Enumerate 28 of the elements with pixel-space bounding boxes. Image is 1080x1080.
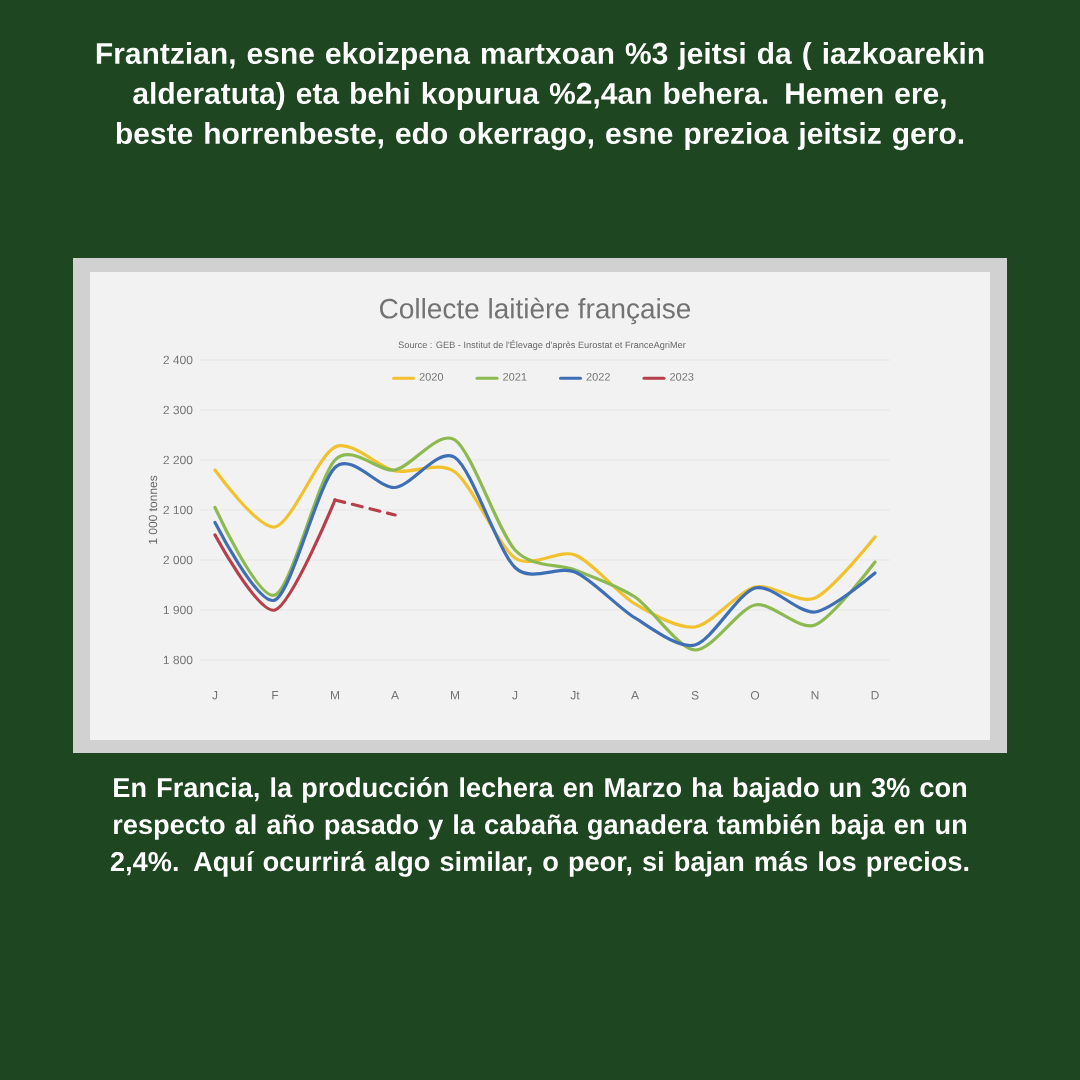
y-tick-label: 1 800 (163, 655, 193, 665)
y-tick-label: 2 000 (163, 555, 193, 565)
x-tick-label: M (330, 691, 340, 700)
y-tick-label: 2 100 (163, 505, 193, 515)
x-tick-label: Jt (570, 691, 580, 700)
y-axis-title: 1 000 tonnes (148, 475, 158, 544)
x-tick-label: J (512, 691, 518, 700)
source-note: Source : GEB - Institut de l'Élevage d'après Eurostat et FranceAgriMer (398, 340, 686, 350)
x-tick-label: N (811, 691, 819, 700)
x-tick-label: M (450, 691, 460, 700)
x-tick-label: J (212, 691, 218, 700)
x-tick-label: A (631, 691, 640, 700)
legend-label: 2021 (503, 372, 527, 381)
y-tick-label: 2 200 (163, 455, 193, 465)
x-tick-label: F (272, 691, 279, 700)
legend-label: 2022 (586, 372, 610, 381)
y-tick-label: 2 300 (163, 405, 193, 415)
legend-label: 2020 (419, 372, 444, 381)
chart-title: Frantzian, esne ekoizpena martxoan %3 jeitsi da ( iazkoarekin alderatuta) eta behi kopurua %2,4an behera. Hemen ere, beste horrenbeste, edo okerrago, esne prezioa jeitsiz gero. (96, 42, 984, 151)
x-tick-label: D (871, 691, 879, 700)
y-tick-label: 2 400 (163, 355, 193, 365)
y-tick-label: 1 900 (163, 605, 193, 615)
text: En Francia, la producción lechera en Marzo ha bajado un 3% con respecto al año pasado y la cabaña ganadera también baja en un 2,4%. Aquí ocurrirá algo similar, o peor, si bajan más los precios. (110, 777, 969, 877)
x-tick-label: S (691, 691, 699, 700)
x-tick-label: O (750, 691, 760, 700)
x-tick-label: A (391, 691, 399, 700)
legend-label: 2023 (670, 372, 694, 381)
chart-subtitle: Collecte laitière française (380, 297, 691, 325)
